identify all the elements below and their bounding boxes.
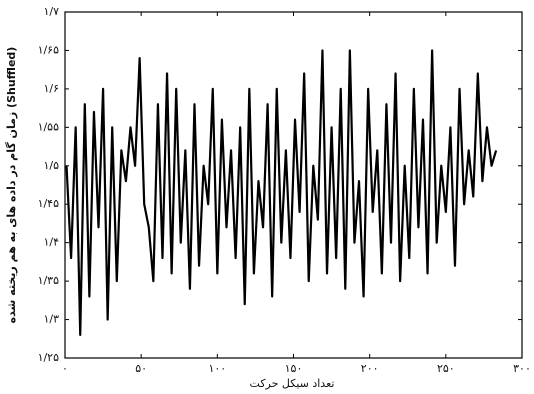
x-tick-label: ۱۰۰ — [208, 362, 226, 375]
x-tick-label: ۱۵۰ — [285, 362, 303, 375]
x-tick-label: ۳۰۰ — [513, 362, 531, 375]
y-tick-label: ۱/۵۵ — [38, 120, 60, 133]
y-tick-label: ۱/۷ — [43, 5, 59, 18]
y-tick-label: ۱/۶ — [43, 82, 59, 95]
y-tick-label: ۱/۴ — [43, 236, 59, 249]
x-tick-label: ۲۰۰ — [361, 362, 379, 375]
data-line — [65, 49, 498, 337]
x-tick-label: ۲۵۰ — [437, 362, 455, 375]
x-tick-label: ۵۰ — [135, 362, 147, 375]
x-axis-title: تعداد سیکل حرکت — [250, 377, 335, 390]
y-axis-title: زمان گام در داده های به هم ریخته شده (Sh… — [5, 47, 18, 324]
y-tick-label: ۱/۴۵ — [38, 197, 60, 210]
y-tick-label: ۱/۳۵ — [38, 274, 60, 287]
y-tick-label: ۱/۶۵ — [38, 43, 60, 56]
y-tick-label: ۱/۳ — [43, 313, 59, 326]
y-tick-label: ۱/۲۵ — [38, 351, 60, 364]
y-tick-label: ۱/۵ — [43, 159, 59, 172]
x-tick-label: ۰ — [62, 362, 68, 375]
